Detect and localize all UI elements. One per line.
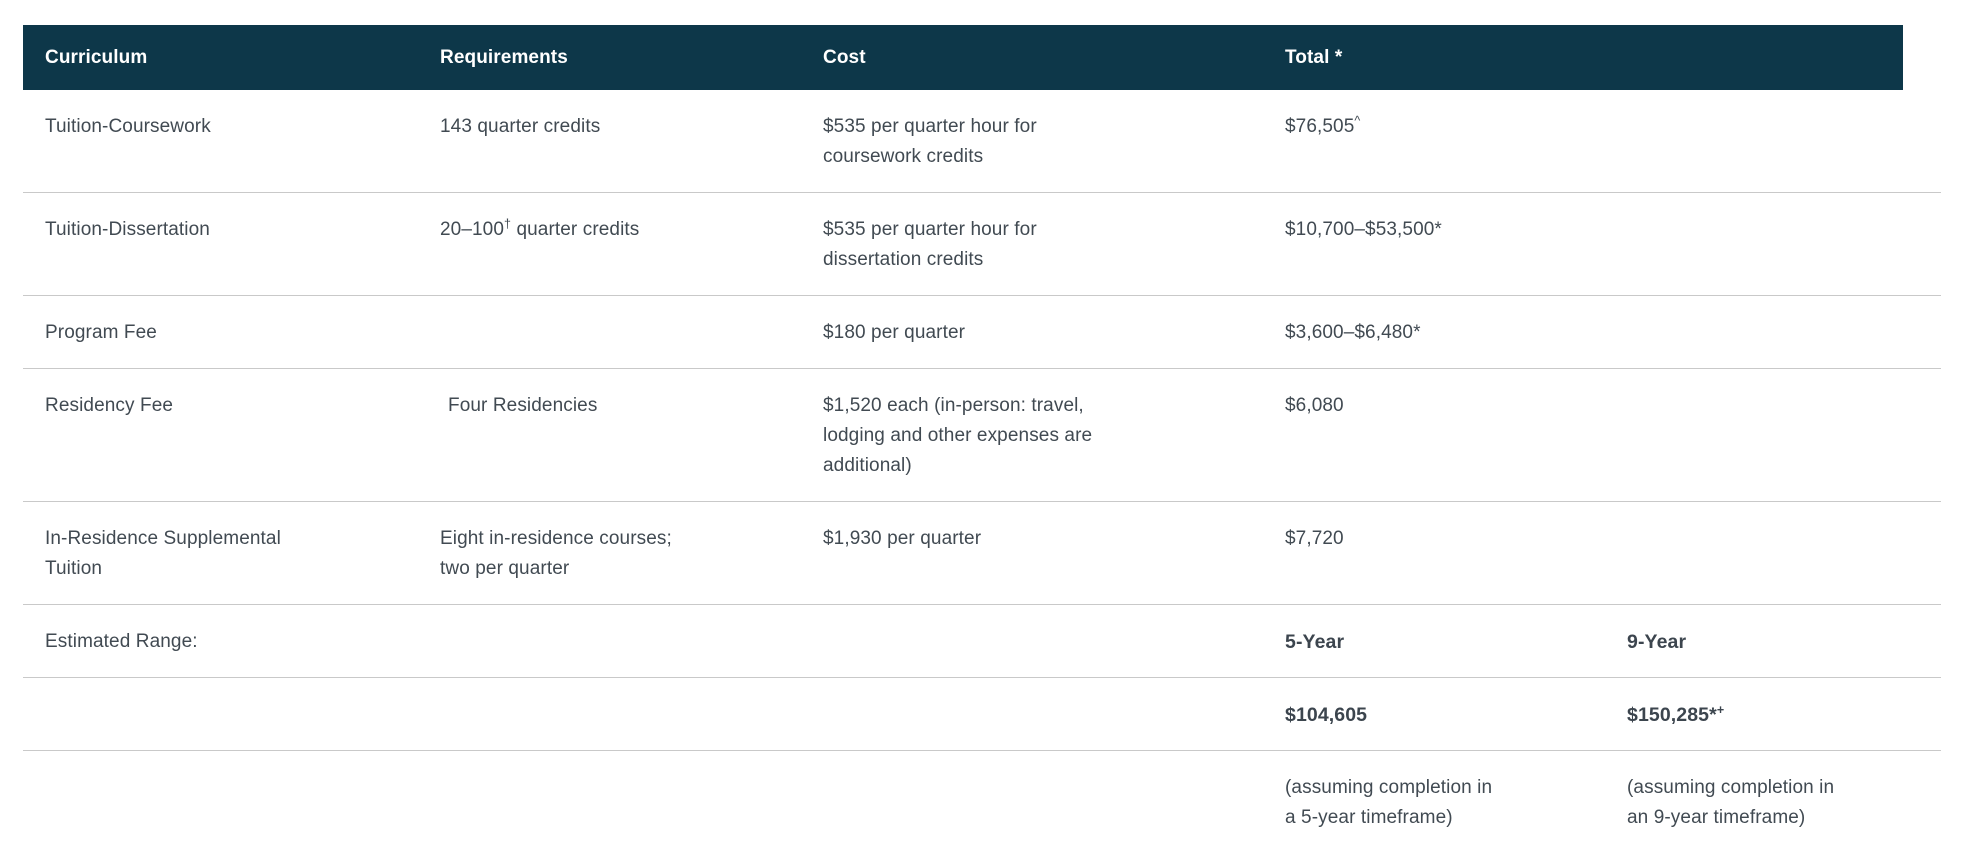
cell-cost: $180 per quarter [823,322,966,343]
dagger-superscript: † [504,217,512,231]
total-amount: $76,505 [1285,116,1355,137]
credits-range: 20–100 [440,219,505,240]
table-row-in-residence-supplemental-tuition: In-Residence Supplemental Tuition Eight … [23,502,1941,605]
table-row-estimated-range: Estimated Range: 5-Year 9-Year [23,605,1941,678]
nine-year-amount-value: $150,285* [1627,704,1717,726]
cell-total: $76,505^ [1285,112,1627,142]
cell-curriculum: Tuition-Coursework [45,116,211,137]
cell-total: $3,600–$6,480* [1285,322,1421,343]
nine-year-amount: $150,285*+ [1627,700,1941,730]
estimated-range-label: Estimated Range: [45,631,198,652]
column-header-requirements: Requirements [440,46,568,68]
cell-requirements: Four Residencies [448,395,598,416]
cell-cost: $535 per quarter hour for dissertation c… [823,219,1037,270]
column-header-curriculum: Curriculum [45,46,148,68]
nine-year-note: (assuming completion in an 9-year timefr… [1627,777,1835,828]
table-row-estimated-amounts: $104,605 $150,285*+ [23,678,1941,751]
cell-curriculum: Residency Fee [45,395,174,416]
cell-requirements: 143 quarter credits [440,116,601,137]
cell-requirements: 20–100† quarter credits [440,215,823,245]
table-row-program-fee: Program Fee $180 per quarter $3,600–$6,4… [23,296,1941,369]
column-header-total: Total * [1285,46,1343,68]
tuition-cost-table: Curriculum Requirements Cost Total * Tui… [23,25,1941,853]
cell-cost: $1,930 per quarter [823,528,982,549]
cell-requirements: Eight in-residence courses; two per quar… [440,528,672,579]
table-row-residency-fee: Residency Fee Four Residencies $1,520 ea… [23,369,1941,502]
table-row-tuition-coursework: Tuition-Coursework 143 quarter credits $… [23,90,1941,193]
cell-total: $7,720 [1285,528,1344,549]
cell-cost: $1,520 each (in-person: travel, lodging … [823,395,1093,476]
cell-curriculum: Program Fee [45,322,157,343]
five-year-header: 5-Year [1285,631,1345,653]
five-year-note: (assuming completion in a 5-year timefra… [1285,777,1493,828]
cell-curriculum: In-Residence Supplemental Tuition [45,528,281,579]
table-header-row: Curriculum Requirements Cost Total * [23,25,1903,90]
cell-total: $6,080 [1285,395,1344,416]
cell-curriculum: Tuition-Dissertation [45,219,210,240]
credits-range-suffix: quarter credits [511,219,640,240]
caret-superscript: ^ [1354,114,1361,128]
plus-superscript: + [1716,703,1725,717]
cell-cost: $535 per quarter hour for coursework cre… [823,116,1037,167]
table-row-estimated-notes: (assuming completion in a 5-year timefra… [23,751,1941,853]
table-row-tuition-dissertation: Tuition-Dissertation 20–100† quarter cre… [23,193,1941,296]
nine-year-header: 9-Year [1627,631,1687,653]
column-header-cost: Cost [823,46,866,68]
cell-total: $10,700–$53,500* [1285,219,1442,240]
five-year-amount: $104,605 [1285,704,1368,726]
